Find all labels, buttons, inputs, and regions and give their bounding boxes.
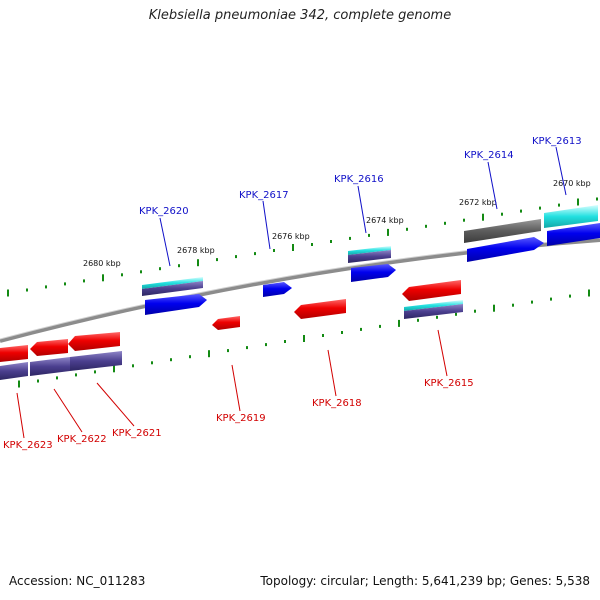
cds-reverse	[68, 332, 120, 351]
feature-kpk-2616[interactable]	[348, 246, 396, 282]
scale-ticks-inner	[18, 289, 590, 388]
feature-kpk-2623[interactable]	[0, 345, 28, 380]
feature-rna	[404, 300, 463, 311]
feature-rna	[142, 277, 203, 289]
kbp-label-2674: 2674 kbp	[366, 216, 404, 225]
gene-label-kpk-2621[interactable]: KPK_2621	[112, 428, 162, 439]
feature-kpk-2615[interactable]	[402, 280, 463, 319]
kbp-label-2676: 2676 kbp	[272, 232, 310, 241]
cds-forward	[547, 223, 600, 246]
gene-label-kpk-2615[interactable]: KPK_2615	[424, 378, 474, 389]
genome-summary-text: Topology: circular; Length: 5,641,239 bp…	[260, 574, 590, 588]
feature-kpk-2613[interactable]	[544, 205, 600, 246]
cds-reverse	[30, 339, 68, 356]
feature-kpk-2621[interactable]	[68, 332, 122, 371]
cds-forward	[351, 264, 396, 282]
kbp-label-2680: 2680 kbp	[83, 259, 121, 268]
feature-purple-band	[404, 304, 463, 319]
gene-label-kpk-2622[interactable]: KPK_2622	[57, 434, 107, 445]
gene-label-kpk-2618[interactable]: KPK_2618	[312, 398, 362, 409]
feature-kpk-2620[interactable]	[142, 277, 207, 315]
feature-gray	[464, 219, 541, 243]
kbp-label-2672: 2672 kbp	[459, 198, 497, 207]
cds-reverse-kpk-2618[interactable]	[294, 299, 346, 319]
feature-rna	[348, 246, 391, 255]
gene-label-kpk-2617[interactable]: KPK_2617	[239, 190, 289, 201]
feature-kpk-2622[interactable]	[30, 339, 70, 376]
feature-purple-band	[0, 362, 28, 380]
kbp-label-2678: 2678 kbp	[177, 246, 215, 255]
cds-reverse	[402, 280, 461, 301]
feature-purple-band	[30, 357, 70, 376]
cds-reverse	[0, 345, 28, 362]
map-title: Klebsiella pneumoniae 342, complete geno…	[148, 8, 452, 23]
gene-label-kpk-2619[interactable]: KPK_2619	[216, 413, 266, 424]
feature-purple-band	[348, 250, 391, 263]
gene-label-kpk-2613[interactable]: KPK_2613	[532, 136, 582, 147]
cds-forward	[145, 294, 207, 315]
gene-label-kpk-2614[interactable]: KPK_2614	[464, 150, 514, 161]
feature-rna	[544, 205, 598, 228]
accession-text: Accession: NC_011283	[9, 574, 146, 588]
cds-forward-kpk-2617[interactable]	[263, 282, 292, 297]
kbp-label-2670: 2670 kbp	[553, 179, 591, 188]
cds-reverse-kpk-2619[interactable]	[212, 316, 240, 330]
gene-label-kpk-2623[interactable]: KPK_2623	[3, 440, 53, 451]
cds-forward	[467, 237, 544, 262]
leader-lines	[16, 146, 567, 439]
gene-label-kpk-2620[interactable]: KPK_2620	[139, 206, 189, 217]
feature-kpk-2614[interactable]	[464, 219, 544, 262]
scale-ticks-outer	[7, 197, 598, 297]
feature-purple-band	[142, 281, 203, 296]
gene-label-kpk-2616[interactable]: KPK_2616	[334, 174, 384, 185]
genome-backbone	[0, 238, 600, 343]
feature-purple-band	[70, 351, 122, 371]
